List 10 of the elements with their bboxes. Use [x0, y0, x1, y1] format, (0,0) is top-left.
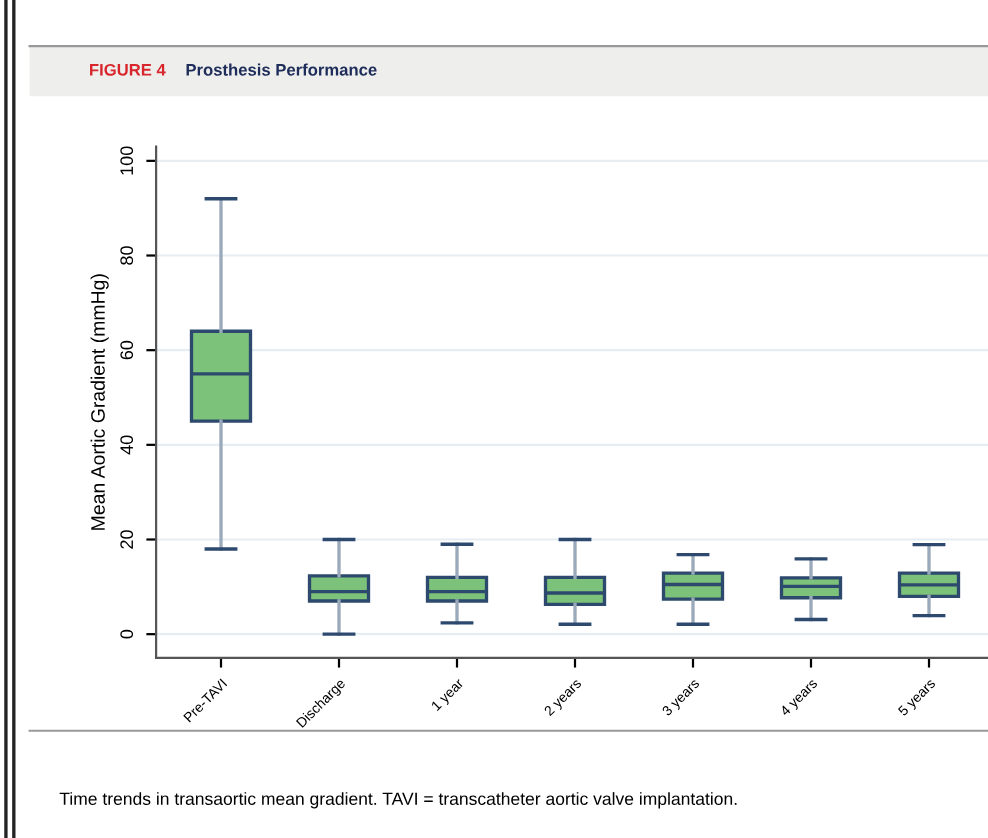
chart-subtitle: Prosthesis Performance	[186, 63, 377, 76]
y-axis-title: Mean Aortic Gradient (mmHg)	[90, 274, 109, 530]
y-tick-label: 80	[120, 246, 134, 265]
chart-title: FIGURE 4	[90, 63, 166, 76]
y-tick-label: 100	[120, 146, 134, 175]
y-tick-label: 20	[120, 530, 134, 549]
text: Time trends in transaortic mean gradient. TAVI = transcatheter aortic valve implantation.	[59, 792, 737, 809]
y-tick-label: 60	[120, 340, 134, 360]
y-tick-label: 40	[120, 435, 134, 455]
y-tick-label: 0	[120, 629, 134, 639]
